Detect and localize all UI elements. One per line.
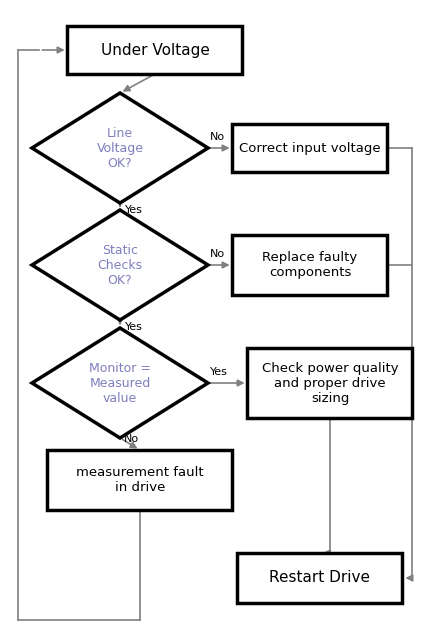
Text: Check power quality
and proper drive
sizing: Check power quality and proper drive siz… — [262, 362, 398, 404]
Text: Yes: Yes — [125, 205, 143, 215]
Text: Monitor =
Measured
value: Monitor = Measured value — [89, 362, 151, 404]
Bar — [67, 26, 242, 74]
Bar — [48, 450, 233, 510]
Text: Yes: Yes — [125, 322, 143, 332]
Text: Yes: Yes — [210, 367, 228, 377]
Bar — [233, 124, 388, 172]
Polygon shape — [32, 328, 208, 438]
Bar — [248, 348, 412, 418]
Text: No: No — [210, 249, 225, 259]
Text: Replace faulty
components: Replace faulty components — [262, 251, 357, 279]
Bar — [233, 235, 388, 295]
Polygon shape — [32, 93, 208, 203]
Text: Under Voltage: Under Voltage — [101, 43, 210, 58]
Text: Static
Checks
OK?: Static Checks OK? — [98, 243, 143, 286]
Text: No: No — [124, 434, 139, 444]
Text: Line
Voltage
OK?: Line Voltage OK? — [97, 127, 144, 169]
Bar — [238, 553, 403, 603]
Text: Restart Drive: Restart Drive — [270, 571, 371, 585]
Text: Correct input voltage: Correct input voltage — [239, 141, 381, 155]
Polygon shape — [32, 210, 208, 320]
Text: No: No — [210, 132, 225, 142]
Text: measurement fault
in drive: measurement fault in drive — [76, 466, 204, 494]
